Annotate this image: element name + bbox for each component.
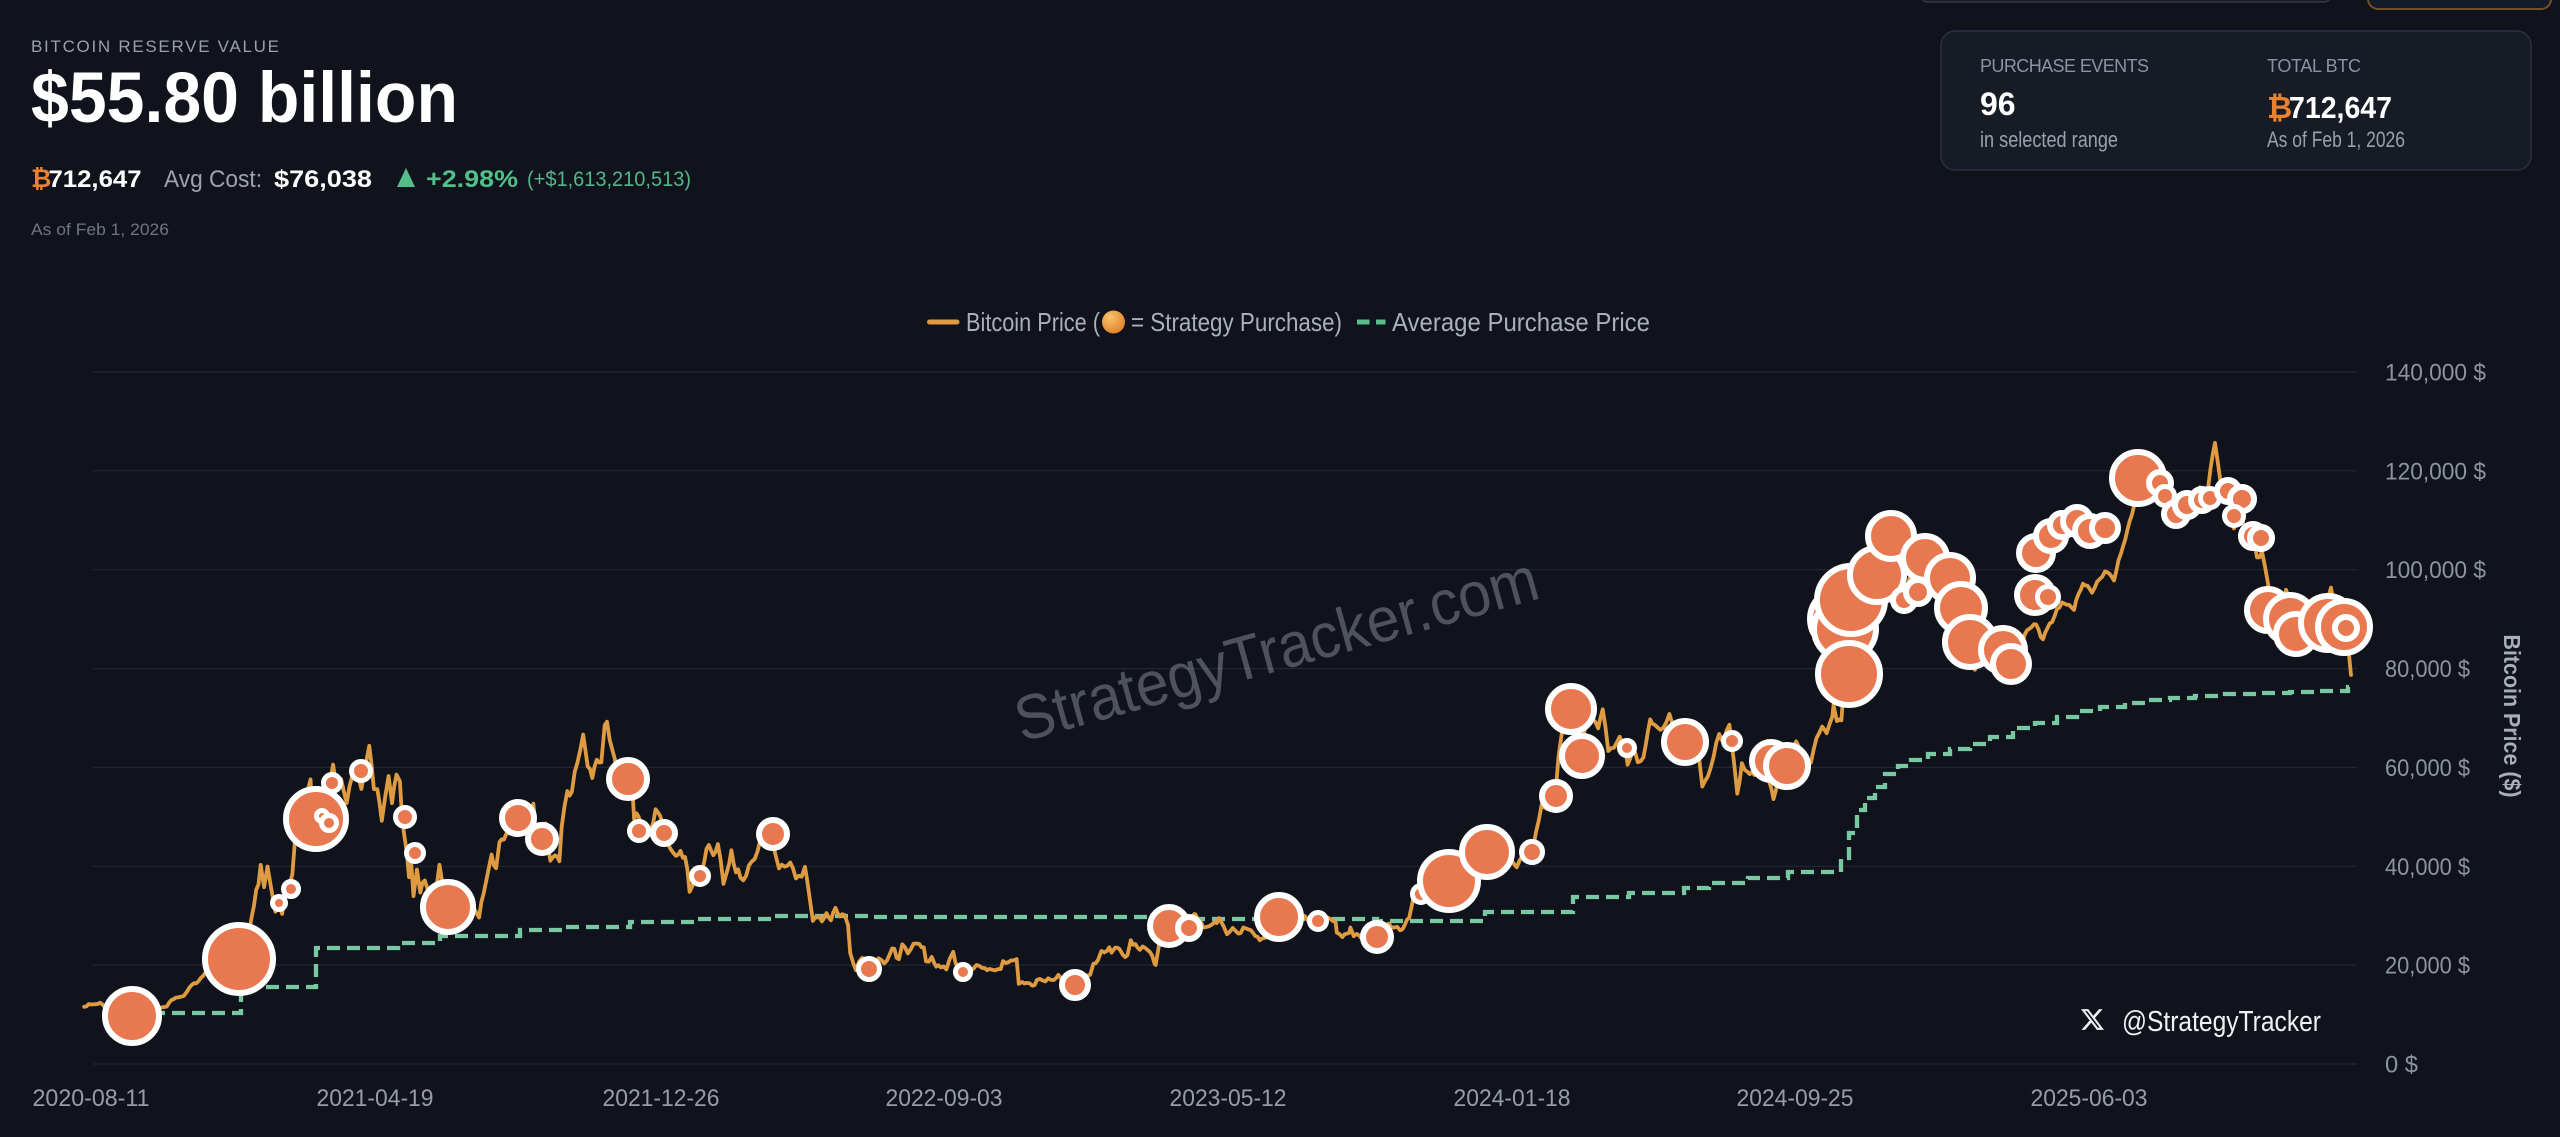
svg-text:2024-01-18: 2024-01-18 xyxy=(1454,1085,1571,1112)
svg-text:2024-09-25: 2024-09-25 xyxy=(1737,1085,1854,1112)
svg-text:Bitcoin Price ($): Bitcoin Price ($) xyxy=(2499,635,2525,798)
svg-text:2022-09-03: 2022-09-03 xyxy=(886,1085,1003,1112)
svg-text:712,647: 712,647 xyxy=(49,166,142,193)
svg-text:₿: ₿ xyxy=(2267,90,2292,125)
svg-text:80,000 $: 80,000 $ xyxy=(2385,656,2470,683)
svg-text:As of Feb 1, 2026: As of Feb 1, 2026 xyxy=(31,220,169,239)
svg-text:(+$1,613,210,513): (+$1,613,210,513) xyxy=(527,168,691,191)
svg-text:@StrategyTracker: @StrategyTracker xyxy=(2122,1006,2321,1038)
svg-text:Bitcoin Price (: Bitcoin Price ( xyxy=(966,307,1100,337)
svg-text:in selected range: in selected range xyxy=(1980,127,2118,152)
svg-text:BITCOIN RESERVE VALUE: BITCOIN RESERVE VALUE xyxy=(31,37,279,56)
svg-text:Average Purchase Price: Average Purchase Price xyxy=(1392,307,1650,337)
svg-text:120,000 $: 120,000 $ xyxy=(2385,458,2486,485)
svg-text:StrategyTracker.com: StrategyTracker.com xyxy=(1007,544,1546,756)
svg-text:140,000 $: 140,000 $ xyxy=(2385,360,2486,387)
svg-text:As of Feb 1, 2026: As of Feb 1, 2026 xyxy=(2267,127,2405,152)
svg-text:= Strategy Purchase): = Strategy Purchase) xyxy=(1131,307,1342,337)
svg-text:0 $: 0 $ xyxy=(2385,1052,2418,1079)
svg-text:2021-04-19: 2021-04-19 xyxy=(317,1085,434,1112)
svg-text:Avg Cost:: Avg Cost: xyxy=(164,166,262,193)
svg-text:₿: ₿ xyxy=(31,165,51,193)
svg-text:PURCHASE EVENTS: PURCHASE EVENTS xyxy=(1980,56,2149,76)
svg-text:2021-12-26: 2021-12-26 xyxy=(603,1085,720,1112)
svg-text:2020-08-11: 2020-08-11 xyxy=(33,1085,150,1112)
svg-text:20,000 $: 20,000 $ xyxy=(2385,953,2470,980)
svg-text:2025-06-03: 2025-06-03 xyxy=(2031,1085,2148,1112)
svg-text:TOTAL BTC: TOTAL BTC xyxy=(2267,56,2361,76)
svg-text:+2.98%: +2.98% xyxy=(426,166,518,193)
svg-text:100,000 $: 100,000 $ xyxy=(2385,557,2486,584)
svg-text:40,000 $: 40,000 $ xyxy=(2385,854,2470,881)
svg-text:$55.80 billion: $55.80 billion xyxy=(31,59,458,138)
svg-text:96: 96 xyxy=(1980,86,2016,122)
svg-text:60,000 $: 60,000 $ xyxy=(2385,755,2470,782)
svg-text:712,647: 712,647 xyxy=(2289,90,2392,125)
svg-text:$76,038: $76,038 xyxy=(274,166,372,193)
svg-text:2023-05-12: 2023-05-12 xyxy=(1170,1085,1287,1112)
